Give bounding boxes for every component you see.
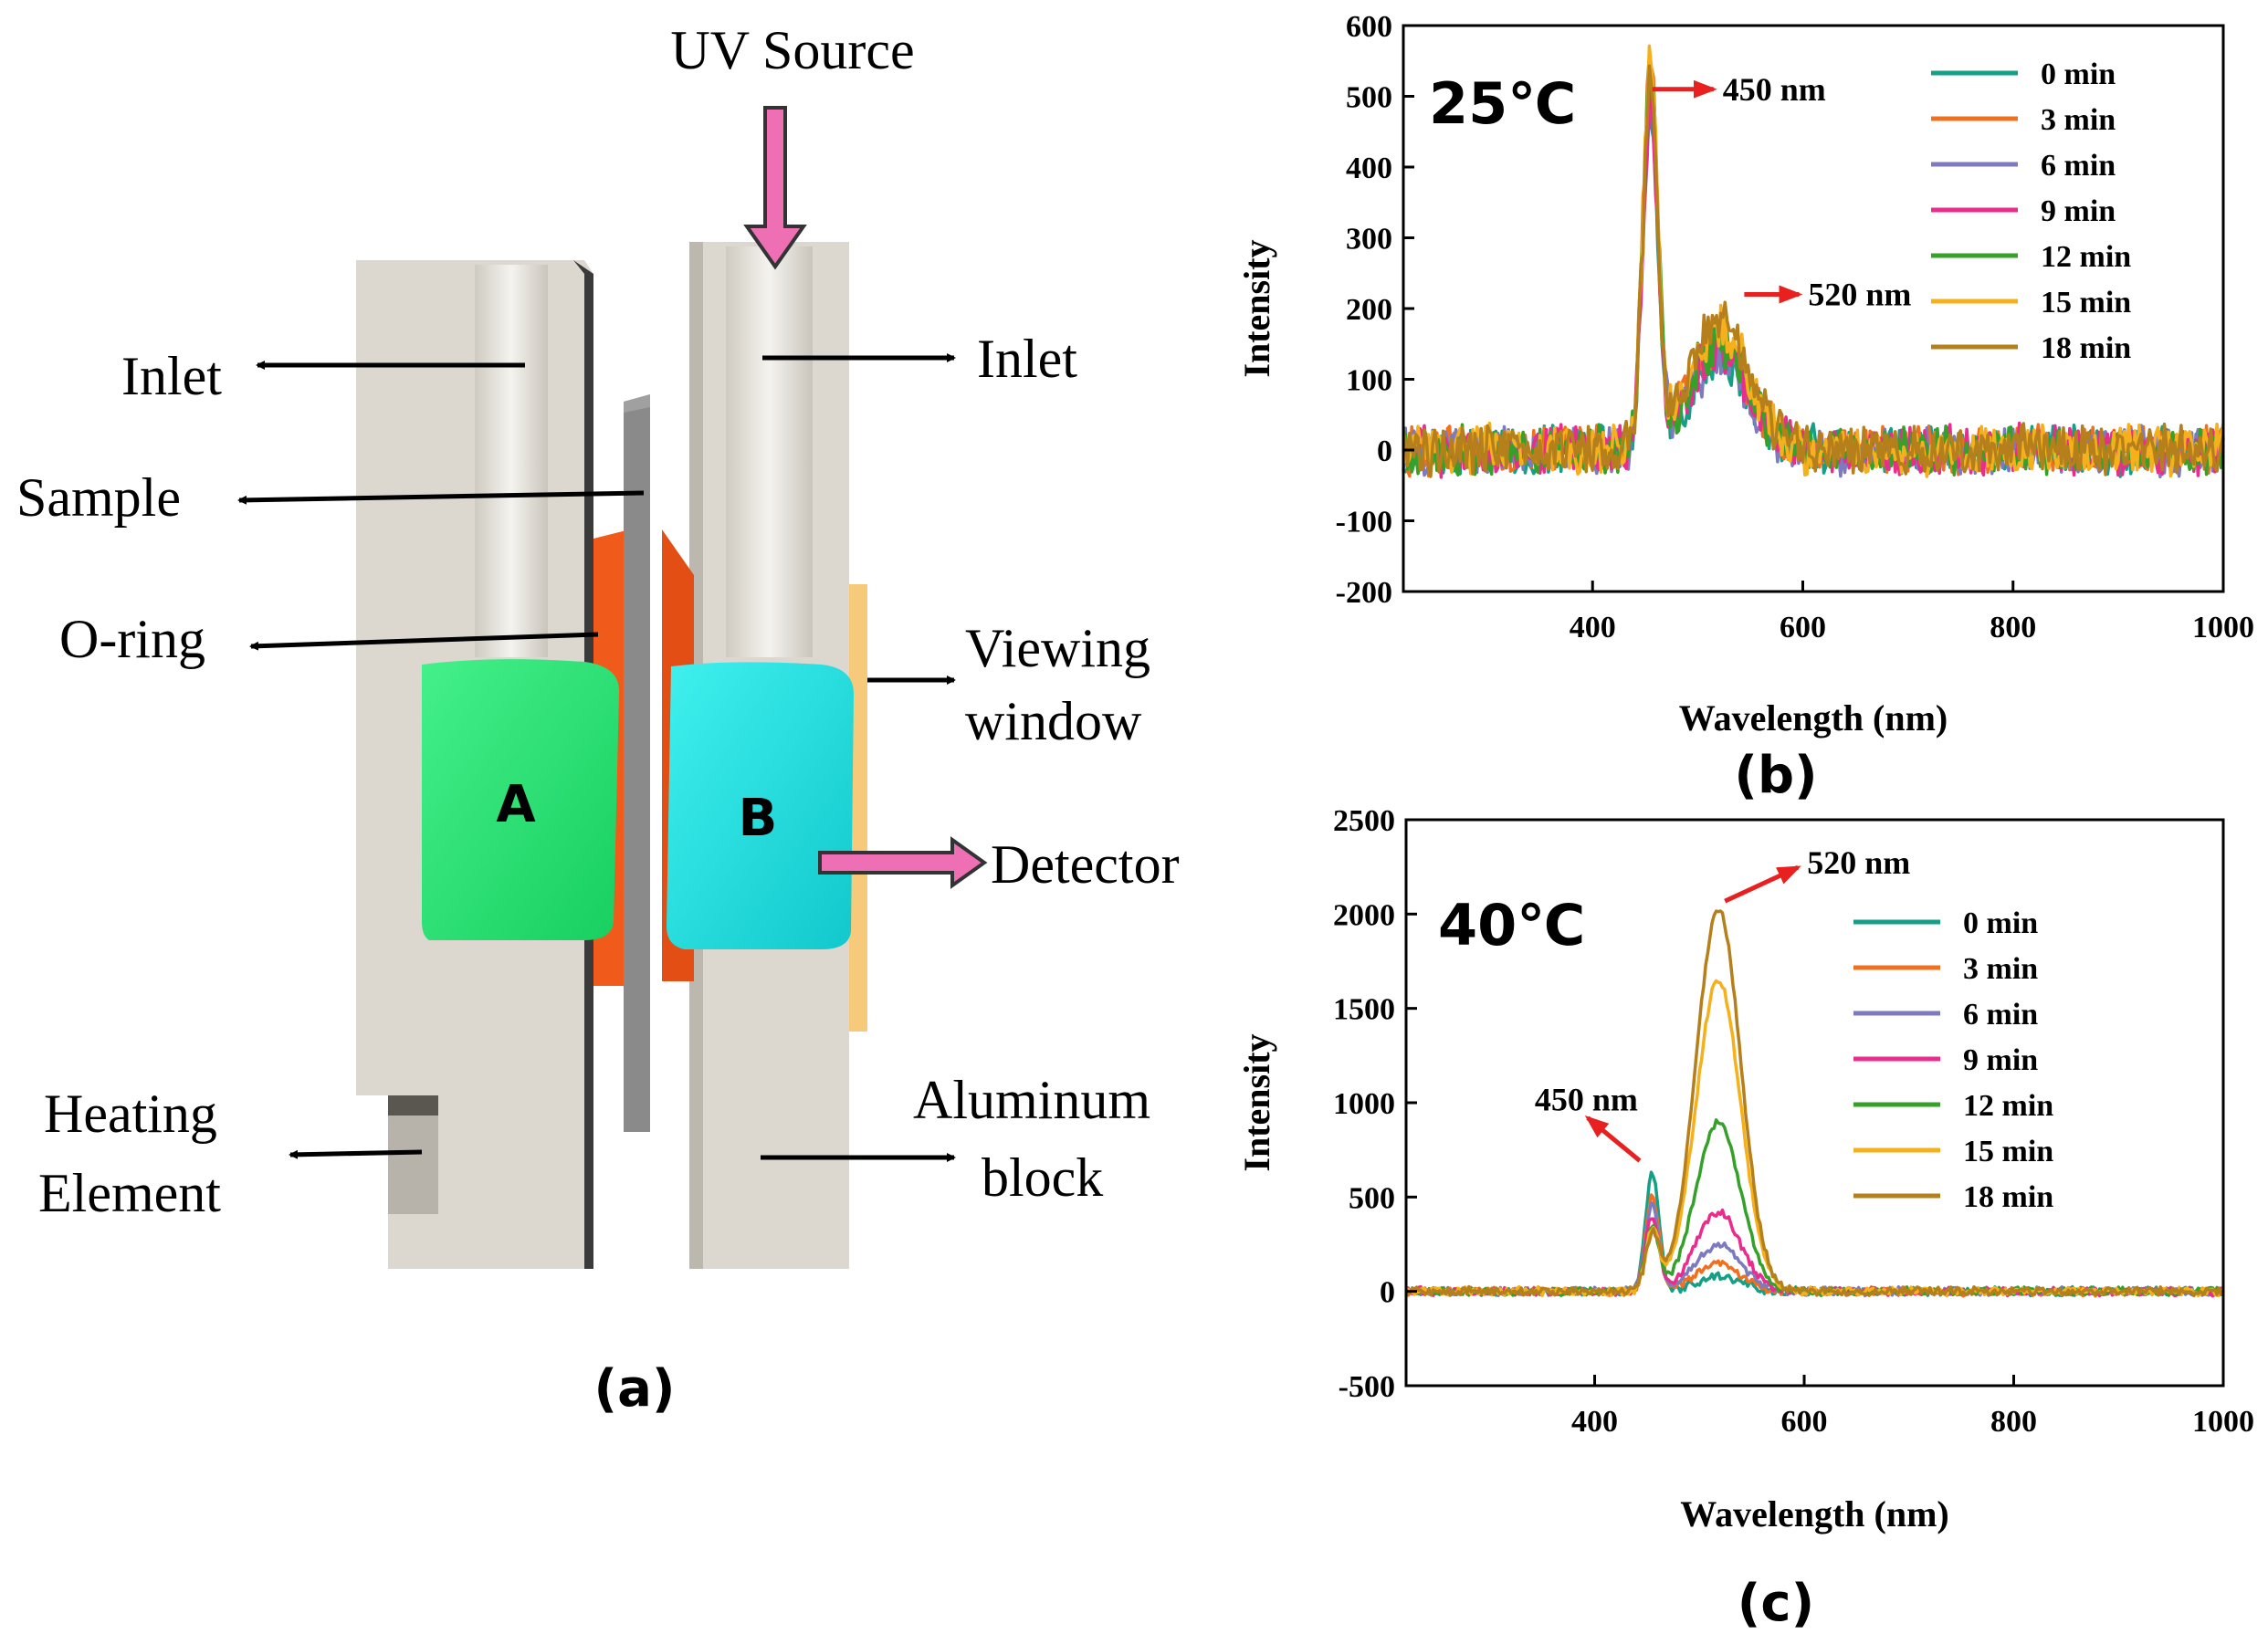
y-tick-label: 200 [1346, 293, 1392, 327]
legend-entry: 12 min [2041, 240, 2131, 274]
detector-label: Detector [991, 834, 1180, 895]
y-tick-label: 500 [1349, 1181, 1395, 1215]
sample-pointer [237, 490, 645, 505]
y-tick-label: -500 [1339, 1370, 1395, 1404]
chamber-b-label: B [739, 789, 778, 848]
legend-entry: 0 min [1963, 906, 2038, 940]
heating-label-1: Heating [44, 1084, 217, 1144]
legend-entry: 15 min [2041, 286, 2131, 319]
series-line-9-min [1404, 1208, 2225, 1298]
panel-b-caption: (b) [1734, 746, 1817, 805]
x-tick-label: 800 [1990, 1405, 2037, 1439]
legend-entry: 6 min [1963, 998, 2038, 1032]
peak-annotation-label: 520 nm [1807, 844, 1910, 881]
series-line-18-min [1404, 909, 2225, 1297]
x-tick-label: 400 [1570, 611, 1616, 644]
panel-c-caption: (c) [1738, 1574, 1814, 1633]
legend-entry: 6 min [2041, 149, 2116, 183]
viewing-window [849, 584, 867, 1032]
x-tick-label: 600 [1780, 611, 1826, 644]
y-tick-label: 600 [1346, 10, 1392, 44]
heating-pointer [289, 1149, 423, 1159]
peak-annotation-label: 450 nm [1723, 71, 1826, 108]
y-tick-label: 1000 [1333, 1087, 1395, 1121]
peak-annotation-label: 450 nm [1535, 1082, 1638, 1118]
y-tick-label: 100 [1346, 364, 1392, 398]
chamber-b [667, 662, 854, 949]
o-ring-pointer [249, 632, 599, 651]
peak-annotation-arrow [1584, 1115, 1642, 1163]
x-axis-title: Wavelength (nm) [1679, 697, 1948, 738]
legend-entry: 12 min [1963, 1089, 2053, 1123]
series-line-18-min [1402, 64, 2225, 478]
y-axis-title: Intensity [1236, 1033, 1277, 1171]
temperature-label: 40℃ [1438, 892, 1585, 958]
legend-entry: 18 min [2041, 331, 2131, 365]
peak-annotation-arrow [1724, 864, 1801, 904]
legend-entry: 18 min [1963, 1180, 2053, 1214]
y-tick-label: 300 [1346, 223, 1392, 257]
y-tick-label: 1500 [1333, 993, 1395, 1027]
inlet-right-label: Inlet [977, 329, 1077, 389]
uv-source-arrow [743, 106, 807, 270]
temperature-label: 25℃ [1429, 70, 1576, 137]
x-axis-title: Wavelength (nm) [1680, 1493, 1948, 1534]
x-tick-label: 1000 [2192, 611, 2254, 644]
y-tick-label: -100 [1336, 506, 1392, 539]
y-tick-label: -200 [1336, 576, 1392, 610]
chart-panel-b: 400 600 800 1000 -200 -100 0 100 200 300 400 500 600… [1236, 10, 2254, 805]
x-tick-label: 400 [1571, 1405, 1618, 1439]
series-line-0-min [1404, 1170, 2224, 1298]
y-tick-label: 500 [1346, 81, 1392, 115]
chart-panel-c: 400 600 800 1000 -500 0 500 1000 1500 2000 2500 Wav… [1236, 804, 2254, 1633]
aluminum-label-1: Aluminum [913, 1070, 1150, 1130]
sample-label: Sample [16, 467, 181, 528]
series-line-12-min [1404, 1118, 2225, 1297]
viewing-window-label-1: Viewing [965, 618, 1150, 678]
y-tick-label: 0 [1380, 1276, 1395, 1310]
series-line-6-min [1404, 1200, 2225, 1298]
legend-entry: 15 min [1963, 1135, 2053, 1168]
panel-a-schematic: A B UV Source Inlet Inlet Sample O-ring … [16, 20, 1180, 1419]
chamber-a-label: A [496, 775, 536, 834]
legend-entry: 9 min [2041, 194, 2116, 228]
y-tick-label: 400 [1346, 152, 1392, 185]
left-block-edge [573, 260, 593, 1269]
series-line-15-min [1404, 979, 2225, 1298]
uv-source-label: UV Source [670, 20, 914, 80]
x-tick-label: 600 [1781, 1405, 1828, 1439]
right-inlet-tube [726, 246, 813, 657]
sample-plate [624, 394, 650, 1132]
y-tick-label: 2000 [1333, 898, 1395, 932]
y-tick-label: 0 [1377, 435, 1392, 468]
x-tick-label: 800 [1990, 611, 2036, 644]
x-tick-label: 1000 [2192, 1405, 2254, 1439]
peak-annotation-label: 520 nm [1808, 277, 1911, 313]
series-line-3-min [1404, 1193, 2224, 1298]
aluminum-label-2: block [982, 1147, 1103, 1208]
viewing-window-label-2: window [965, 691, 1142, 751]
y-tick-label: 2500 [1333, 804, 1395, 838]
detector-arrow [818, 836, 988, 889]
o-ring-label: O-ring [59, 609, 205, 669]
heating-label-2: Element [38, 1163, 221, 1223]
legend-entry: 9 min [1963, 1043, 2038, 1077]
left-inlet-tube [475, 265, 548, 657]
panel-a-caption: (a) [594, 1359, 676, 1419]
y-axis-title: Intensity [1236, 239, 1277, 377]
legend-entry: 3 min [2041, 103, 2116, 137]
legend-entry: 0 min [2041, 58, 2116, 91]
chamber-a [422, 659, 620, 940]
inlet-left-label: Inlet [121, 346, 222, 406]
legend-entry: 3 min [1963, 952, 2038, 986]
